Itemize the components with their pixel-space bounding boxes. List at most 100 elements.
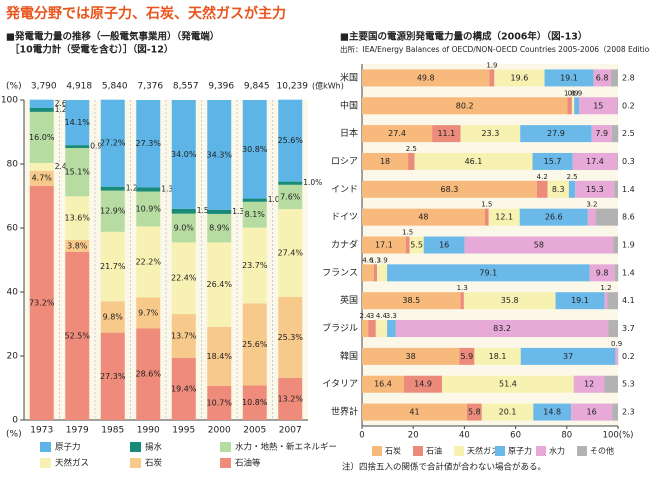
value-label: 41 (409, 408, 419, 417)
value-label: 3.8% (67, 241, 88, 250)
legend-swatch (130, 442, 141, 452)
value-label: 15 (593, 101, 603, 110)
value-label: 79.1 (479, 268, 497, 277)
y-unit: (%) (6, 82, 22, 92)
x-tick-label: 100(%) (603, 431, 634, 441)
bar-segment (171, 213, 196, 243)
x-tick-label: 40 (459, 431, 470, 441)
value-label: 2.5 (406, 145, 417, 153)
bar-segment (488, 208, 520, 226)
value-label: 68.3 (441, 185, 459, 194)
x-tick-label: 80 (561, 431, 572, 441)
bar-segment (65, 239, 90, 252)
value-label: 10.9% (136, 204, 162, 213)
bar-segment (403, 375, 443, 393)
bar-segment (612, 403, 618, 421)
value-label: 1.0% (268, 195, 287, 204)
y-tick-label: 20 (7, 352, 19, 362)
bar-segment (278, 296, 303, 378)
bar-segment (278, 377, 303, 420)
bar-segment (595, 208, 618, 226)
bar-segment (611, 125, 619, 143)
legend-label: 揚水 (145, 442, 163, 453)
bar-segment (589, 264, 615, 282)
x-tick-label: 1985 (101, 426, 124, 436)
value-label: 12 (584, 380, 594, 389)
y-tick-label: フランス (322, 267, 358, 278)
value-label: 22.2% (136, 257, 162, 266)
value-label: 18 (380, 157, 390, 166)
bar-segment (242, 198, 267, 202)
value-label: 9.7% (138, 308, 159, 317)
value-label: 14.9 (414, 380, 432, 389)
bar-segment (408, 152, 415, 170)
value-label: 20.1 (499, 408, 517, 417)
bar-segment (544, 69, 594, 87)
bar-segment (29, 99, 54, 108)
value-label: 26.4% (207, 280, 233, 289)
legend-swatch (372, 446, 382, 456)
value-label: 1.5 (402, 229, 413, 237)
bar-segment (613, 236, 618, 254)
value-label: 5.8 (468, 408, 481, 417)
value-label: 83.2 (493, 324, 511, 333)
bar-segment (579, 97, 618, 115)
chart-subtitle: ［10電力計（受電を含む）］（図-12） (10, 44, 173, 56)
legend-swatch (220, 458, 231, 468)
x-tick-label: 60 (510, 431, 521, 441)
y-tick-label: 世界計 (331, 406, 358, 418)
bar-segment (617, 152, 618, 170)
x-tick-label: 20 (408, 431, 419, 441)
bar-segment (460, 125, 521, 143)
value-label: 19.4% (171, 384, 197, 393)
value-label: 0.9 (568, 89, 579, 97)
value-label: 2.5 (566, 173, 577, 181)
bar-segment (242, 385, 267, 420)
source: 出所：IEA/Energy Balances of OECD/NON-OECD … (340, 44, 650, 54)
value-label: 19.1 (560, 73, 578, 82)
bar-segment (387, 320, 396, 338)
value-label: 6.8 (596, 73, 609, 82)
legend-swatch (40, 442, 51, 452)
legend-swatch (40, 458, 51, 468)
bar-segment (617, 347, 619, 365)
bar-segment (466, 403, 482, 421)
bar-segment (463, 292, 556, 310)
value-label: 1.5 (481, 201, 492, 209)
bar-segment (29, 170, 54, 186)
value-label: 4.4 (376, 312, 388, 320)
bar-segment (362, 69, 490, 87)
value-label: 38 (406, 352, 416, 361)
total-label: 9,396 (208, 82, 234, 92)
value-label: 27.3% (136, 139, 162, 148)
bar-segment (207, 213, 232, 243)
value-label: 8.9% (209, 224, 230, 233)
value-label: 7.6% (280, 192, 301, 201)
bar-segment (242, 227, 267, 304)
value-label: 19.6 (511, 73, 529, 82)
value-label: 1.9 (622, 241, 635, 250)
y-tick-label: 中国 (340, 99, 358, 111)
bar-segment (533, 403, 572, 421)
x-tick-label: 2000 (208, 426, 231, 436)
page-title: 発電分野では原子力、石炭、天然ガスが主力 (5, 5, 286, 22)
y-tick-label: ロシア (331, 157, 358, 167)
y-tick-label: ドイツ (331, 213, 358, 223)
x-tick-label: 1979 (66, 426, 89, 436)
value-label: 0.9% (90, 142, 109, 151)
bar-segment (362, 264, 374, 282)
value-label: 18.1 (489, 352, 507, 361)
bar-segment (568, 180, 576, 198)
chart-title: ■主要国の電源別発電電力量の構成（2006年）（図-13） (340, 31, 587, 43)
y-tick-label: 米国 (340, 71, 358, 83)
value-label: 8.1% (245, 210, 266, 219)
value-label: 3 (370, 312, 374, 320)
y-tick-label: 韓国 (340, 351, 358, 362)
value-label: 9.8% (103, 312, 124, 321)
value-label: 2.5 (622, 129, 635, 138)
bar-segment (375, 320, 388, 338)
bar-segment (65, 148, 90, 197)
value-label: 27.4% (278, 248, 304, 257)
bar-segment (100, 186, 125, 191)
